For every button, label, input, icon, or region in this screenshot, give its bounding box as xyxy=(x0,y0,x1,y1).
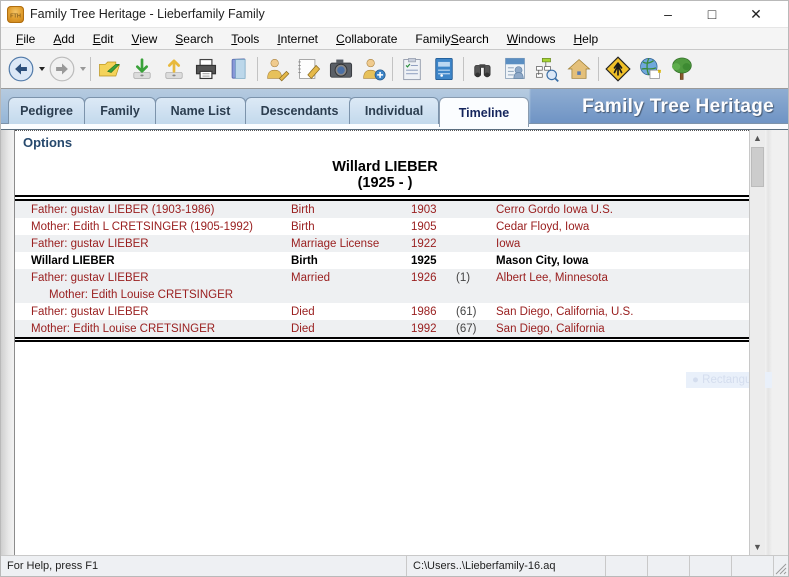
svg-text:FTH: FTH xyxy=(10,13,21,19)
